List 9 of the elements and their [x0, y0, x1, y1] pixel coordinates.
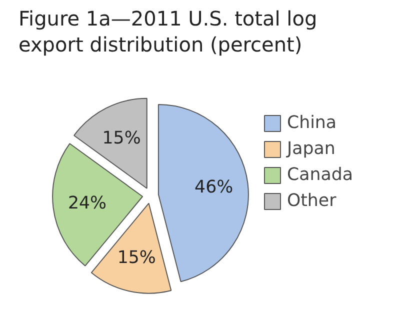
- data-label: 15%: [117, 248, 156, 268]
- data-label: 24%: [68, 193, 106, 214]
- chart-title: Figure 1a—2011 U.S. total log export distribution (percent): [18, 6, 318, 56]
- data-label: 46%: [194, 178, 234, 198]
- legend-label: Japan: [287, 139, 336, 159]
- legend-label: Other: [287, 191, 336, 211]
- data-label: 15%: [102, 128, 141, 149]
- legend-label: Canada: [287, 165, 353, 185]
- legend-label: China: [287, 113, 336, 133]
